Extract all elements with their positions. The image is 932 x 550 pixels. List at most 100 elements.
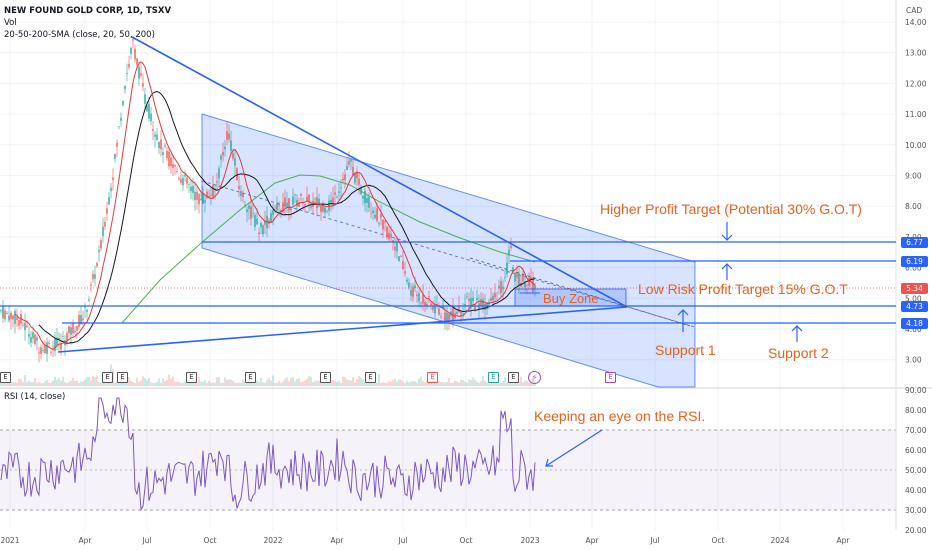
earnings-event-icon[interactable]: E bbox=[102, 372, 113, 383]
candle-body bbox=[358, 178, 360, 185]
volume-bar bbox=[40, 382, 42, 386]
volume-bar bbox=[22, 382, 24, 386]
earnings-event-icon[interactable]: E bbox=[0, 372, 11, 383]
volume-bar bbox=[82, 381, 84, 386]
earnings-event-icon[interactable]: E bbox=[320, 372, 331, 383]
candle-body bbox=[302, 206, 304, 208]
dividend-icon[interactable]: ⚡ bbox=[528, 371, 541, 384]
volume-bar bbox=[250, 382, 252, 386]
volume-legend[interactable]: Vol bbox=[4, 18, 17, 28]
price-tick-label: 9.00 bbox=[905, 172, 922, 181]
volume-bar bbox=[152, 382, 154, 386]
volume-bar bbox=[452, 382, 454, 386]
volume-bar bbox=[114, 382, 116, 386]
candle-body bbox=[306, 196, 308, 201]
candle-body bbox=[292, 196, 294, 205]
volume-bar bbox=[158, 378, 160, 386]
earnings-event-icon[interactable]: E bbox=[117, 372, 128, 383]
candle-body bbox=[34, 334, 36, 345]
volume-bar bbox=[54, 376, 56, 386]
volume-bar bbox=[32, 382, 34, 386]
volume-bar bbox=[274, 382, 276, 386]
arrow-down-icon bbox=[721, 222, 733, 241]
candle-body bbox=[236, 168, 238, 181]
candle-body bbox=[394, 246, 396, 251]
uptrend-line[interactable] bbox=[57, 306, 628, 353]
rsi-axis[interactable]: 90.00 80.00 70.00 60.00 50.00 40.00 30.00 20.00 bbox=[905, 386, 927, 535]
candle-body bbox=[240, 191, 242, 197]
low-risk-target-label: Low Risk Profit Target 15% G.O.T bbox=[638, 281, 848, 297]
candle-body bbox=[102, 226, 104, 237]
price-axis[interactable]: 14.0013.0012.0011.0010.009.008.007.006.0… bbox=[905, 18, 927, 365]
arrow-up-icon bbox=[721, 263, 733, 280]
time-axis[interactable]: 2021 Apr Jul Oct 2022 Apr Jul Oct 2023 Apr Jul Oct 2… bbox=[0, 536, 850, 545]
downtrend-line[interactable] bbox=[131, 36, 628, 308]
volume-bar bbox=[354, 382, 356, 386]
candle-body bbox=[70, 327, 72, 335]
buy-zone-box[interactable] bbox=[514, 288, 627, 307]
volume-bar bbox=[312, 382, 314, 386]
candle-body bbox=[162, 152, 164, 156]
volume-bar bbox=[180, 382, 182, 386]
price-tag-4-73: 4.73 bbox=[901, 301, 928, 312]
candle-body bbox=[482, 299, 484, 310]
candle-body bbox=[500, 281, 502, 293]
volume-bar bbox=[328, 381, 330, 386]
volume-bar bbox=[88, 377, 90, 386]
candle-body bbox=[114, 153, 116, 160]
candle-body bbox=[472, 297, 474, 302]
candle-body bbox=[460, 312, 462, 315]
volume-bar bbox=[450, 382, 452, 386]
volume-bar bbox=[474, 379, 476, 386]
volume-bar bbox=[118, 382, 120, 386]
candle-body bbox=[446, 312, 448, 321]
volume-bar bbox=[326, 382, 328, 386]
candle-body bbox=[68, 326, 70, 334]
candle-body bbox=[272, 209, 274, 216]
earnings-event-icon[interactable]: E bbox=[245, 372, 256, 383]
candle-body bbox=[182, 177, 184, 186]
sma-legend[interactable]: 20-50-200-SMA (close, 20, 50, 200) bbox=[4, 30, 155, 40]
candle-body bbox=[158, 141, 160, 148]
volume-bar bbox=[358, 375, 360, 386]
candle-body bbox=[12, 315, 14, 320]
candle-body bbox=[414, 285, 416, 289]
candle-body bbox=[252, 213, 254, 215]
volume-bar bbox=[216, 377, 218, 386]
symbol-title[interactable]: NEW FOUND GOLD CORP, 1D, TSXV bbox=[4, 6, 172, 16]
candle-body bbox=[90, 284, 92, 286]
candle-body bbox=[142, 83, 144, 87]
candle-body bbox=[258, 232, 260, 235]
volume-bar bbox=[270, 380, 272, 386]
earnings-event-icon[interactable]: E bbox=[365, 372, 376, 383]
volume-bar bbox=[170, 378, 172, 386]
earnings-event-icon[interactable]: E bbox=[488, 372, 499, 383]
volume-bar bbox=[512, 381, 514, 386]
candle-body bbox=[212, 184, 214, 199]
earnings-event-icon[interactable]: E bbox=[186, 372, 197, 383]
volume-bar bbox=[488, 382, 490, 386]
volume-bar bbox=[138, 381, 140, 386]
descending-channel[interactable] bbox=[201, 113, 696, 388]
candle-body bbox=[248, 205, 250, 210]
candle-body bbox=[376, 208, 378, 221]
volume-bar bbox=[322, 380, 324, 386]
candle-body bbox=[526, 285, 528, 287]
candle-body bbox=[318, 198, 320, 207]
rsi-line bbox=[0, 397, 536, 512]
rsi-legend[interactable]: RSI (14, close) bbox=[4, 392, 66, 402]
volume-bar bbox=[338, 380, 340, 386]
volume-bar bbox=[368, 382, 370, 386]
volume-bar bbox=[306, 378, 308, 386]
candle-body bbox=[42, 350, 44, 352]
volume-bar bbox=[244, 382, 246, 386]
earnings-event-icon[interactable]: E bbox=[605, 372, 616, 383]
volume-bar bbox=[166, 380, 168, 386]
candle-body bbox=[104, 222, 106, 227]
earnings-event-icon[interactable]: E bbox=[427, 372, 438, 383]
earnings-event-icon[interactable]: E bbox=[508, 372, 519, 383]
volume-bar bbox=[384, 382, 386, 386]
volume-bar bbox=[366, 382, 368, 386]
